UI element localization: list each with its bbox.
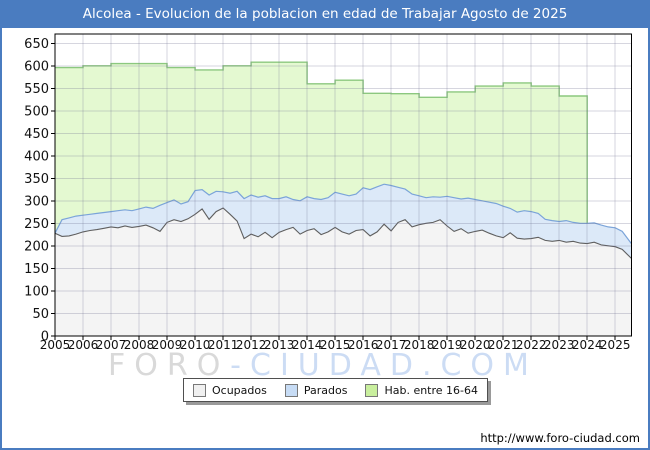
x-tick-label: 2006 xyxy=(68,338,99,352)
y-tick-label: 200 xyxy=(24,239,49,254)
x-tick-label: 2018 xyxy=(404,338,435,352)
legend-item-ocupados: Ocupados xyxy=(193,383,267,397)
x-tick-label: 2005 xyxy=(40,338,71,352)
x-tick-label: 2021 xyxy=(488,338,519,352)
x-tick-label: 2024 xyxy=(572,338,603,352)
x-tick-label: 2010 xyxy=(180,338,211,352)
y-tick-label: 450 xyxy=(24,127,49,142)
x-tick-label: 2014 xyxy=(292,338,323,352)
legend-item-parados: Parados xyxy=(284,383,348,397)
y-tick-label: 50 xyxy=(32,307,49,322)
legend-label: Parados xyxy=(303,383,348,397)
y-tick-label: 250 xyxy=(24,217,49,232)
x-tick-label: 2017 xyxy=(376,338,407,352)
y-tick-label: 650 xyxy=(24,37,49,52)
x-tick-label: 2008 xyxy=(124,338,155,352)
y-tick-label: 100 xyxy=(24,284,49,299)
x-tick-label: 2016 xyxy=(348,338,379,352)
legend-swatch xyxy=(193,383,206,397)
watermark: FORO-CIUDAD.COM xyxy=(108,348,538,383)
chart-legend: Ocupados Parados Hab. entre 16-64 xyxy=(183,378,489,402)
page-title: Alcolea - Evolucion de la poblacion en e… xyxy=(2,2,648,28)
legend-swatch xyxy=(284,383,298,397)
x-tick-label: 2022 xyxy=(516,338,547,352)
footer-url: http://www.foro-ciudad.com xyxy=(480,431,640,445)
legend-swatch xyxy=(365,383,379,397)
y-tick-label: 300 xyxy=(24,194,49,209)
x-tick-label: 2007 xyxy=(96,338,127,352)
watermark-foro: FORO xyxy=(108,348,231,383)
y-tick-label: 500 xyxy=(24,104,49,119)
y-tick-label: 600 xyxy=(24,59,49,74)
y-tick-label: 400 xyxy=(24,149,49,164)
x-tick-label: 2025 xyxy=(600,338,631,352)
series-ocupados xyxy=(54,207,632,336)
legend-label: Ocupados xyxy=(212,383,267,397)
x-tick-label: 2020 xyxy=(460,338,491,352)
x-tick-label: 2009 xyxy=(152,338,183,352)
x-tick-label: 2015 xyxy=(320,338,351,352)
legend-label: Hab. entre 16-64 xyxy=(384,383,479,397)
x-tick-label: 2023 xyxy=(544,338,575,352)
y-tick-label: 0 xyxy=(41,329,49,344)
y-tick-label: 150 xyxy=(24,262,49,277)
y-tick-label: 350 xyxy=(24,172,49,187)
x-tick-label: 2012 xyxy=(236,338,267,352)
y-tick-label: 550 xyxy=(24,82,49,97)
x-tick-label: 2019 xyxy=(432,338,463,352)
axes xyxy=(51,33,632,340)
watermark-ciudad: -CIUDAD.COM xyxy=(230,348,538,383)
x-axis-labels: 2005200620072008200920102011201220132014… xyxy=(40,338,631,352)
legend-item-hab-entre-16-64: Hab. entre 16-64 xyxy=(365,383,479,397)
x-tick-label: 2011 xyxy=(208,338,239,352)
x-tick-label: 2013 xyxy=(264,338,295,352)
gridlines xyxy=(55,34,632,336)
y-axis-labels: 0 50 100 150 200 250 300 350 400 450 500 550 600 650 xyxy=(24,37,49,344)
